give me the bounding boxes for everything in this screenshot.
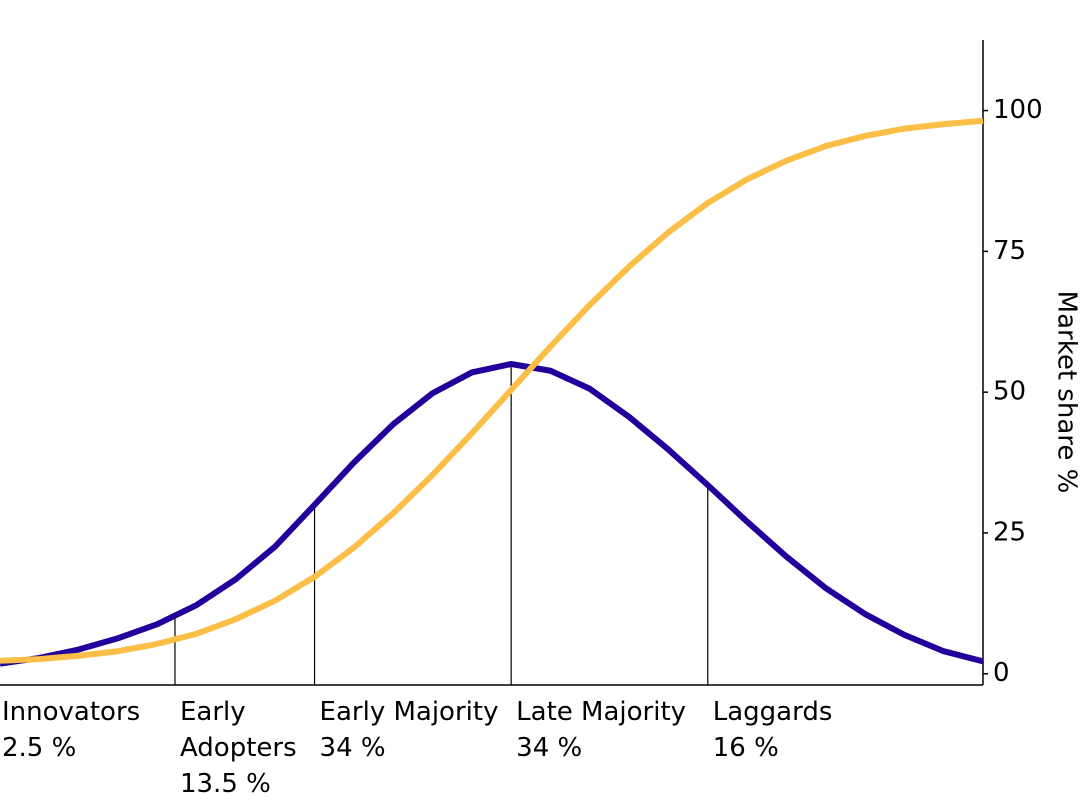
segment-name: Innovators xyxy=(2,697,141,727)
y-tick-label: 0 xyxy=(993,658,1010,688)
segment-share: 16 % xyxy=(712,733,779,763)
line-series xyxy=(0,117,984,664)
segment-name: Laggards xyxy=(712,697,833,727)
segment-label: Early Majority 34 % xyxy=(320,694,517,766)
line-series xyxy=(0,361,984,667)
y-axis-title: Market share % xyxy=(1052,291,1080,494)
segment-label: Early Adopters 13.5 % xyxy=(180,694,320,802)
y-tick-label: 25 xyxy=(993,517,1026,547)
segment-label: Laggards 16 % xyxy=(713,694,1075,766)
segment-share: 2.5 % xyxy=(2,733,77,763)
segment-share: 13.5 % xyxy=(179,769,271,799)
segment-share: 34 % xyxy=(319,733,386,763)
y-tick-label: 50 xyxy=(993,377,1026,407)
segment-label: Innovators 2.5 % xyxy=(2,694,180,766)
segment-label: Late Majority 34 % xyxy=(516,694,713,766)
segment-name: Early Adopters xyxy=(179,697,297,763)
segment-share: 34 % xyxy=(516,733,583,763)
y-tick-label: 75 xyxy=(993,236,1026,266)
segment-name: Early Majority xyxy=(319,697,499,727)
y-tick-label: 100 xyxy=(993,95,1043,125)
segment-name: Late Majority xyxy=(516,697,687,727)
